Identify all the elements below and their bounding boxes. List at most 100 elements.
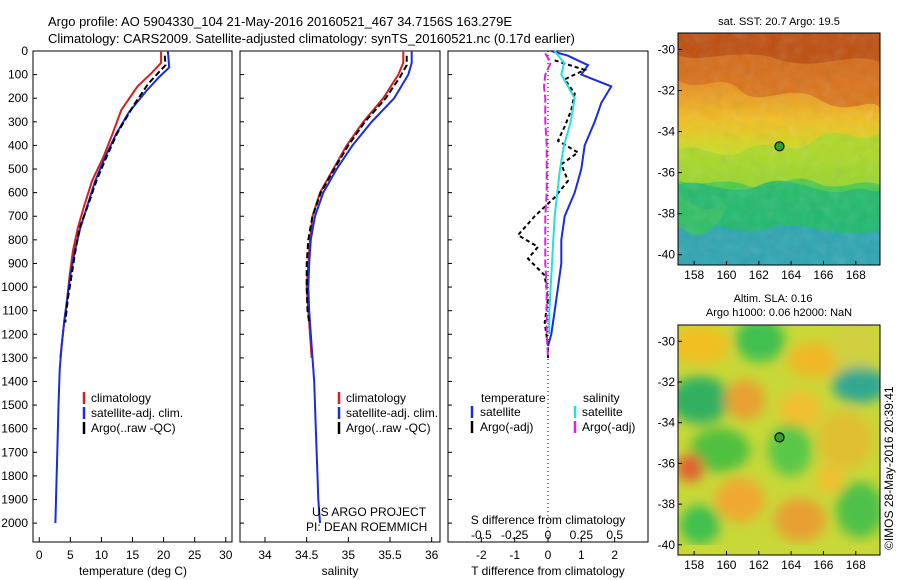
x-tick-label: 2 [611,548,618,562]
map-y-tick-label: -34 [658,416,676,430]
temperature-x-axis: 0 5 10 15 20 25 30 [36,537,233,562]
map-y-tick-label: -38 [658,207,676,221]
difference-x-axis: -2 -1 0 1 2 [476,537,618,562]
legend-label-argo: Argo(..raw -QC) [91,421,176,435]
sla-map-title: Altim. SLA: 0.16 [734,293,813,305]
legend-label-climatology: climatology [91,391,151,405]
series-line-s-satellite [548,50,576,335]
legend-label-s-argo: Argo(-adj) [582,420,635,434]
depth-tick-label: 1400 [1,374,28,388]
map-y-tick-label: -36 [658,456,676,470]
x-tick-label: 35.5 [378,548,402,562]
credit-imos: ©IMOS 28-May-2016 20:39:41 [882,386,896,550]
map-x-tick-label: 160 [716,268,736,282]
salinity-panel [239,50,441,543]
salinity-legend: climatology satellite-adj. clim. Argo(..… [337,391,438,435]
series-line-argo-raw-qc- [64,55,167,323]
legend-heading-salinity: salinity [583,391,620,405]
x-tick-label: 34.5 [295,548,319,562]
legend-label-s-satellite: satellite [582,405,623,419]
credit-project: US ARGO PROJECT [312,505,427,519]
difference-x2label: S difference from climatology [471,513,626,527]
legend-label-satellite: satellite-adj. clim. [91,406,183,420]
temperature-series [54,50,171,524]
x-tick-label: 15 [126,548,140,562]
map-x-tick-label: 166 [813,268,833,282]
map-x-tick-label: 158 [684,268,704,282]
x2-tick-label: 0.5 [606,528,623,542]
sla-map-subtitle: Argo h1000: 0.06 h2000: NaN [706,307,852,319]
depth-tick-label: 200 [8,91,28,105]
depth-tick-label: 800 [8,233,28,247]
map-x-tick-label: 162 [749,558,769,572]
depth-tick-label: 600 [8,186,28,200]
x-tick-label: 34 [258,548,272,562]
x-tick-label: 20 [157,548,171,562]
map-y-tick-label: -32 [658,83,676,97]
x-tick-label: 35 [342,548,356,562]
depth-tick-label: 700 [8,209,28,223]
depth-tick-label: 0 [21,44,28,58]
depth-tick-label: 2000 [1,516,28,530]
x2-tick-label: -0.5 [471,528,492,542]
sst-map-title: sat. SST: 20.7 Argo: 19.5 [718,16,840,28]
x2-tick-label: 0.25 [570,528,594,542]
series-line-climatology [59,51,163,359]
depth-tick-label: 500 [8,162,28,176]
depth-tick-label: 1000 [1,280,28,294]
x-tick-label: 0 [545,548,552,562]
series-line-satellite-adj-clim- [307,51,413,524]
depth-tick-label: 1700 [1,445,28,459]
argo-position-marker [774,432,785,443]
x-tick-label: -1 [509,548,520,562]
credit-pi: PI: DEAN ROEMMICH [306,520,427,534]
map-x-tick-label: 166 [813,558,833,572]
x-tick-label: 1 [578,548,585,562]
sst-map-axes: 158 160 162 164 166 168 -30 -32 -34 -36 -38 -40 [658,42,866,282]
series-line-satellite-adj-clim- [54,50,171,524]
depth-tick-label: 1300 [1,351,28,365]
x2-tick-label: -0.25 [501,528,529,542]
temperature-xlabel: temperature (deg C) [79,564,187,578]
legend-label-argo: Argo(..raw -QC) [346,421,431,435]
depth-tick-label: 100 [8,68,28,82]
map-x-tick-label: 168 [846,268,866,282]
series-line-climatology [305,51,405,358]
x-tick-label: 25 [188,548,202,562]
sst-map-image [678,33,880,265]
series-line-t-satellite [547,50,613,347]
temperature-panel [32,50,233,543]
map-y-tick-label: -38 [658,497,676,511]
series-line-s-argo-adj- [542,52,552,358]
x-tick-label: 36 [425,548,439,562]
salinity-x-axis: 34 34.5 35 35.5 36 [258,537,439,562]
x-tick-label: -2 [476,548,487,562]
sla-map-axes: 158 160 162 164 166 168 -30 -32 -34 -36 -38 -40 [658,334,866,572]
map-x-tick-label: 162 [749,268,769,282]
legend-label-climatology: climatology [346,391,406,405]
depth-tick-label: 400 [8,138,28,152]
argo-position-marker [774,141,785,152]
depth-tick-label: 900 [8,256,28,270]
legend-heading-temperature: temperature [481,391,546,405]
map-y-tick-label: -30 [658,42,676,56]
x-tick-label: 30 [219,548,233,562]
map-x-tick-label: 160 [716,558,736,572]
legend-label-satellite: satellite-adj. clim. [346,406,438,420]
x-tick-label: 0 [36,548,43,562]
x-tick-label: 5 [67,548,74,562]
depth-tick-label: 1900 [1,493,28,507]
difference-legend: temperature satellite Argo(-adj) salinit… [470,391,635,434]
map-y-tick-label: -40 [658,538,676,552]
map-x-tick-label: 158 [684,558,704,572]
map-x-tick-label: 164 [781,268,801,282]
legend-label-t-satellite: satellite [480,405,521,419]
difference-panel [447,50,649,543]
sla-map-frame [677,324,881,556]
salinity-series [305,51,413,524]
difference-x2-axis: -0.5 -0.25 0 0.25 0.5 [471,528,623,542]
depth-axis: 0 100 200 300 400 500 600 700 800 900 1000 1100 1200… [1,44,452,530]
salinity-xlabel: salinity [322,564,359,578]
map-y-tick-label: -36 [658,166,676,180]
